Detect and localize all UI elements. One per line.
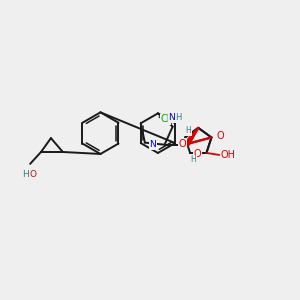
Text: O: O — [178, 139, 186, 149]
Polygon shape — [184, 128, 199, 146]
Text: O: O — [30, 170, 37, 179]
Text: O: O — [217, 131, 224, 142]
Text: H: H — [176, 113, 182, 122]
Text: OH: OH — [221, 150, 236, 160]
Text: H: H — [190, 155, 196, 164]
Text: N: N — [149, 140, 156, 149]
Text: N: N — [168, 113, 175, 122]
Text: H: H — [185, 126, 191, 135]
Text: Cl: Cl — [160, 114, 170, 124]
Text: H: H — [22, 170, 28, 179]
Text: O: O — [194, 149, 201, 159]
